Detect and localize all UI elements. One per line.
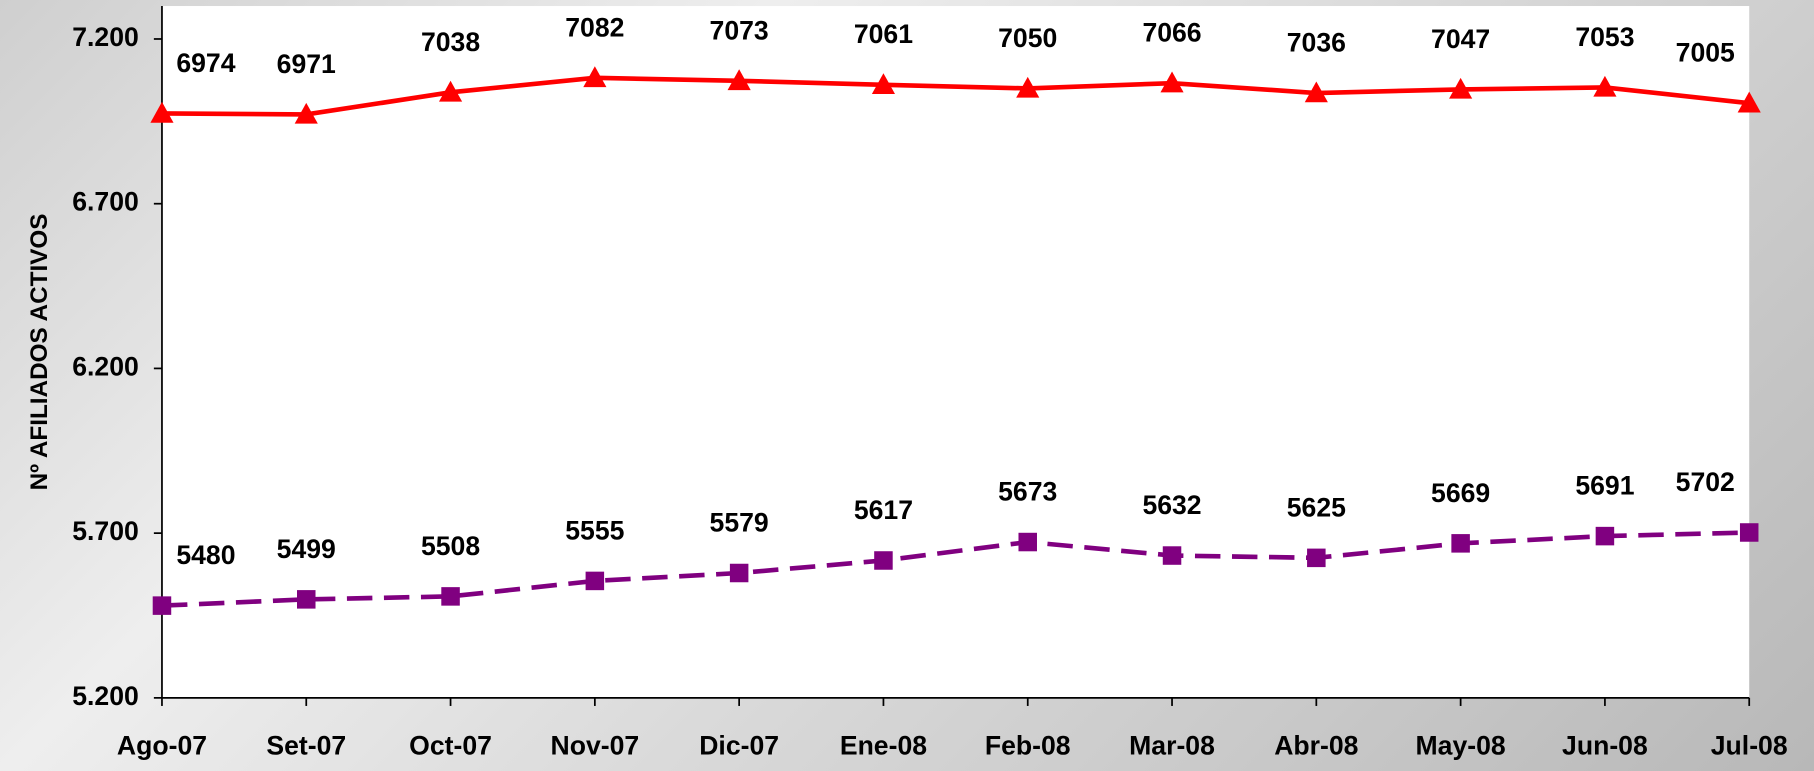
series-line xyxy=(161,530,1750,608)
marker xyxy=(441,587,460,606)
marker xyxy=(1449,77,1473,99)
marker xyxy=(152,596,172,615)
y-tick-label: 6.700 xyxy=(72,187,139,217)
x-tick-label: Jun-08 xyxy=(1562,731,1648,761)
marker xyxy=(1304,81,1328,103)
x-tick-label: Ene-08 xyxy=(840,731,927,761)
y-axis-title: Nº AFILIADOS ACTIVOS xyxy=(26,214,53,491)
data-label: 5691 xyxy=(1575,471,1634,501)
data-label: 5617 xyxy=(854,495,913,525)
data-label: 7050 xyxy=(998,23,1057,53)
data-label: 7047 xyxy=(1431,24,1490,54)
y-tick-label: 5.200 xyxy=(72,681,139,711)
x-tick-label: Abr-08 xyxy=(1274,731,1358,761)
data-label: 7073 xyxy=(710,15,769,45)
x-tick-label: Jul-08 xyxy=(1711,731,1788,761)
marker xyxy=(1595,526,1615,546)
x-tick-label: Nov-07 xyxy=(551,731,640,761)
marker xyxy=(729,563,749,583)
data-label: 5702 xyxy=(1676,467,1735,497)
data-label: 7038 xyxy=(421,27,480,57)
data-label: 5669 xyxy=(1431,478,1490,508)
data-label: 7005 xyxy=(1676,38,1735,68)
marker xyxy=(150,101,174,123)
marker xyxy=(727,69,751,91)
data-label: 7061 xyxy=(854,19,913,49)
x-tick-label: Ago-07 xyxy=(117,731,207,761)
x-tick-label: Oct-07 xyxy=(409,731,492,761)
marker xyxy=(1451,534,1470,553)
data-label: 7053 xyxy=(1575,22,1634,52)
y-tick-label: 6.200 xyxy=(72,351,139,381)
data-label: 7036 xyxy=(1287,27,1346,57)
plot-area xyxy=(161,6,1750,698)
data-label: 5632 xyxy=(1142,490,1201,520)
marker xyxy=(1018,532,1037,552)
data-label: 7066 xyxy=(1142,18,1201,48)
data-label: 5625 xyxy=(1287,492,1346,522)
marker xyxy=(1593,75,1617,97)
series-line xyxy=(161,75,1750,117)
marker xyxy=(874,551,893,570)
marker xyxy=(1737,91,1761,113)
x-tick-label: Mar-08 xyxy=(1129,731,1215,761)
x-tick-label: May-08 xyxy=(1416,731,1506,761)
data-label: 6971 xyxy=(277,49,336,79)
data-label: 5555 xyxy=(565,515,624,545)
data-label: 5673 xyxy=(998,476,1057,506)
data-label: 6974 xyxy=(176,48,235,78)
marker xyxy=(1739,523,1759,542)
x-tick-label: Dic-07 xyxy=(699,731,779,761)
data-label: 5499 xyxy=(277,534,336,564)
marker xyxy=(1162,546,1182,565)
marker xyxy=(438,80,463,102)
y-tick-label: 5.700 xyxy=(72,516,139,546)
y-tick-label: 7.200 xyxy=(72,22,139,52)
marker xyxy=(294,102,318,124)
marker xyxy=(297,590,316,609)
data-label: 5480 xyxy=(176,540,235,570)
marker xyxy=(583,66,607,88)
data-label: 5579 xyxy=(710,507,769,537)
x-tick-label: Feb-08 xyxy=(985,731,1071,761)
marker xyxy=(871,73,896,95)
marker xyxy=(1016,76,1040,98)
marker xyxy=(1307,548,1326,568)
data-label: 7082 xyxy=(565,12,624,42)
marker xyxy=(1160,71,1184,93)
marker xyxy=(585,571,605,591)
data-label: 5508 xyxy=(421,531,480,561)
x-tick-label: Set-07 xyxy=(266,731,346,761)
